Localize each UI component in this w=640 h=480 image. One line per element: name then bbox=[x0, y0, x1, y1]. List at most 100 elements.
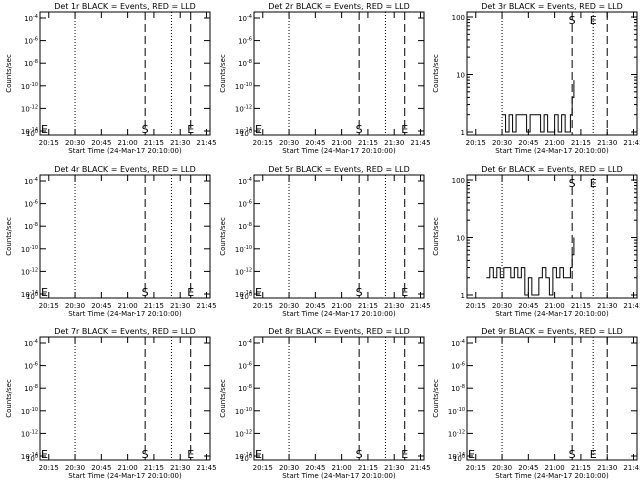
left-edge-marker: E bbox=[255, 123, 262, 136]
panel-title: Det 2r BLACK = Events, RED = LLD bbox=[268, 2, 410, 11]
events-series-line bbox=[502, 80, 575, 133]
y-tick-label: 10-8 bbox=[238, 59, 252, 68]
y-tick-label: 10-12 bbox=[21, 267, 38, 276]
y-tick-label: 10-12 bbox=[21, 104, 38, 113]
left-edge-marker: E bbox=[255, 448, 262, 461]
y-axis-label: Counts/sec bbox=[432, 54, 440, 93]
panel-title: Det 4r BLACK = Events, RED = LLD bbox=[54, 165, 196, 174]
x-tick-label: 21:30 bbox=[597, 139, 617, 147]
end-marker: E bbox=[401, 448, 408, 461]
plot-frame bbox=[39, 11, 211, 136]
plot-frame bbox=[253, 174, 425, 299]
x-tick-label: 20:30 bbox=[65, 464, 85, 472]
panel-1: Det 1r BLACK = Events, RED = LLD 10-4 10-6… bbox=[5, 2, 217, 155]
panel-5: Det 5r BLACK = Events, RED = LLD 10-4 10-6… bbox=[219, 165, 431, 318]
y-tick-label: 10-8 bbox=[238, 222, 252, 231]
x-tick-label: 20:45 bbox=[91, 302, 111, 310]
y-tick-label: 10-10 bbox=[235, 82, 252, 91]
y-tick-label: 10-10 bbox=[448, 407, 465, 416]
end-marker: E bbox=[187, 286, 194, 299]
y-tick-label-bottom: 100 bbox=[240, 292, 252, 301]
x-tick-label: 21:00 bbox=[332, 464, 352, 472]
panel-title: Det 8r BLACK = Events, RED = LLD bbox=[268, 327, 410, 336]
x-tick-label: 21:15 bbox=[358, 464, 378, 472]
x-axis-label: Start Time (24-Mar-17 20:10:00) bbox=[495, 472, 609, 480]
x-tick-label: 20:30 bbox=[65, 139, 85, 147]
x-tick-label: 20:30 bbox=[492, 464, 512, 472]
y-tick-label: 10-10 bbox=[21, 82, 38, 91]
x-tick-label: 20:45 bbox=[305, 139, 325, 147]
end-marker: E bbox=[187, 123, 194, 136]
x-tick-label: 20:30 bbox=[492, 302, 512, 310]
x-tick-label: 21:00 bbox=[118, 464, 138, 472]
y-tick-label: 10-12 bbox=[21, 429, 38, 438]
x-tick-label: 21:00 bbox=[545, 139, 565, 147]
y-tick-label: 10-6 bbox=[238, 37, 252, 46]
panel-title: Det 3r BLACK = Events, RED = LLD bbox=[481, 2, 623, 11]
y-tick-label: 10-10 bbox=[235, 407, 252, 416]
panel-8: Det 8r BLACK = Events, RED = LLD 10-4 10-6… bbox=[219, 327, 431, 480]
start-marker: S bbox=[142, 286, 149, 299]
x-tick-label: 20:30 bbox=[492, 139, 512, 147]
plot-frame bbox=[253, 11, 425, 136]
panel-title: Det 6r BLACK = Events, RED = LLD bbox=[481, 165, 623, 174]
x-axis-label: Start Time (24-Mar-17 20:10:00) bbox=[282, 310, 396, 318]
x-tick-label: 20:15 bbox=[39, 139, 59, 147]
x-tick-label: 20:30 bbox=[65, 302, 85, 310]
end-marker: E bbox=[590, 448, 597, 461]
y-tick-label: 1 bbox=[461, 292, 465, 300]
x-tick-label: 21:00 bbox=[545, 302, 565, 310]
start-marker: S bbox=[142, 448, 149, 461]
y-tick-label: 100 bbox=[452, 177, 465, 185]
y-axis-label: Counts/sec bbox=[219, 217, 227, 256]
x-tick-label: 21:45 bbox=[196, 464, 216, 472]
y-tick-label: 10-12 bbox=[235, 429, 252, 438]
y-axis-label: Counts/sec bbox=[5, 217, 13, 256]
y-tick-label: 10-6 bbox=[24, 37, 38, 46]
x-tick-label: 21:45 bbox=[410, 139, 430, 147]
start-marker: S bbox=[356, 448, 363, 461]
x-tick-label: 21:45 bbox=[410, 302, 430, 310]
x-axis-label: Start Time (24-Mar-17 20:10:00) bbox=[282, 472, 396, 480]
x-tick-label: 21:00 bbox=[332, 302, 352, 310]
x-axis-label: Start Time (24-Mar-17 20:10:00) bbox=[495, 147, 609, 155]
end-marker: E bbox=[590, 177, 597, 190]
y-tick-label: 10-4 bbox=[238, 177, 252, 186]
y-tick-label: 10-14 bbox=[235, 127, 252, 136]
x-axis-label: Start Time (24-Mar-17 20:10:00) bbox=[68, 472, 182, 480]
x-tick-label: 20:15 bbox=[466, 302, 486, 310]
x-tick-label: 21:15 bbox=[144, 464, 164, 472]
x-tick-label: 21:30 bbox=[170, 464, 190, 472]
y-tick-label: 10-6 bbox=[24, 362, 38, 371]
y-tick-label: 10-12 bbox=[235, 104, 252, 113]
y-tick-label-bottom: 100 bbox=[240, 129, 252, 138]
plot-frame bbox=[466, 336, 638, 461]
x-tick-label: 20:15 bbox=[466, 139, 486, 147]
x-tick-label: 20:15 bbox=[39, 302, 59, 310]
events-series-line bbox=[486, 237, 575, 296]
start-marker: S bbox=[356, 123, 363, 136]
y-tick-label: 100 bbox=[452, 14, 465, 22]
x-tick-label: 21:15 bbox=[571, 302, 591, 310]
left-edge-marker: E bbox=[468, 448, 475, 461]
y-tick-label: 10-14 bbox=[21, 127, 38, 136]
panel-9: Det 9r BLACK = Events, RED = LLD 10-4 10-6… bbox=[432, 327, 640, 480]
y-tick-label: 10-8 bbox=[238, 384, 252, 393]
plot-frame bbox=[466, 11, 638, 136]
x-tick-label: 20:30 bbox=[279, 139, 299, 147]
start-marker: S bbox=[569, 14, 576, 27]
panel-3: Det 3r BLACK = Events, RED = LLD 1 10 100 Co… bbox=[432, 2, 640, 155]
x-tick-label: 21:45 bbox=[623, 139, 640, 147]
y-tick-label: 10-12 bbox=[448, 429, 465, 438]
y-tick-label: 10-8 bbox=[451, 384, 465, 393]
y-tick-label: 10-4 bbox=[24, 14, 38, 23]
y-tick-label: 10-8 bbox=[24, 59, 38, 68]
y-tick-label: 10-14 bbox=[235, 452, 252, 461]
start-marker: S bbox=[569, 448, 576, 461]
x-tick-label: 21:30 bbox=[384, 139, 404, 147]
x-tick-label: 21:30 bbox=[384, 302, 404, 310]
panel-6: Det 6r BLACK = Events, RED = LLD 1 10 100 Co… bbox=[432, 165, 640, 318]
y-tick-label: 10-10 bbox=[235, 245, 252, 254]
y-tick-label: 10-12 bbox=[235, 267, 252, 276]
x-tick-label: 21:00 bbox=[118, 139, 138, 147]
